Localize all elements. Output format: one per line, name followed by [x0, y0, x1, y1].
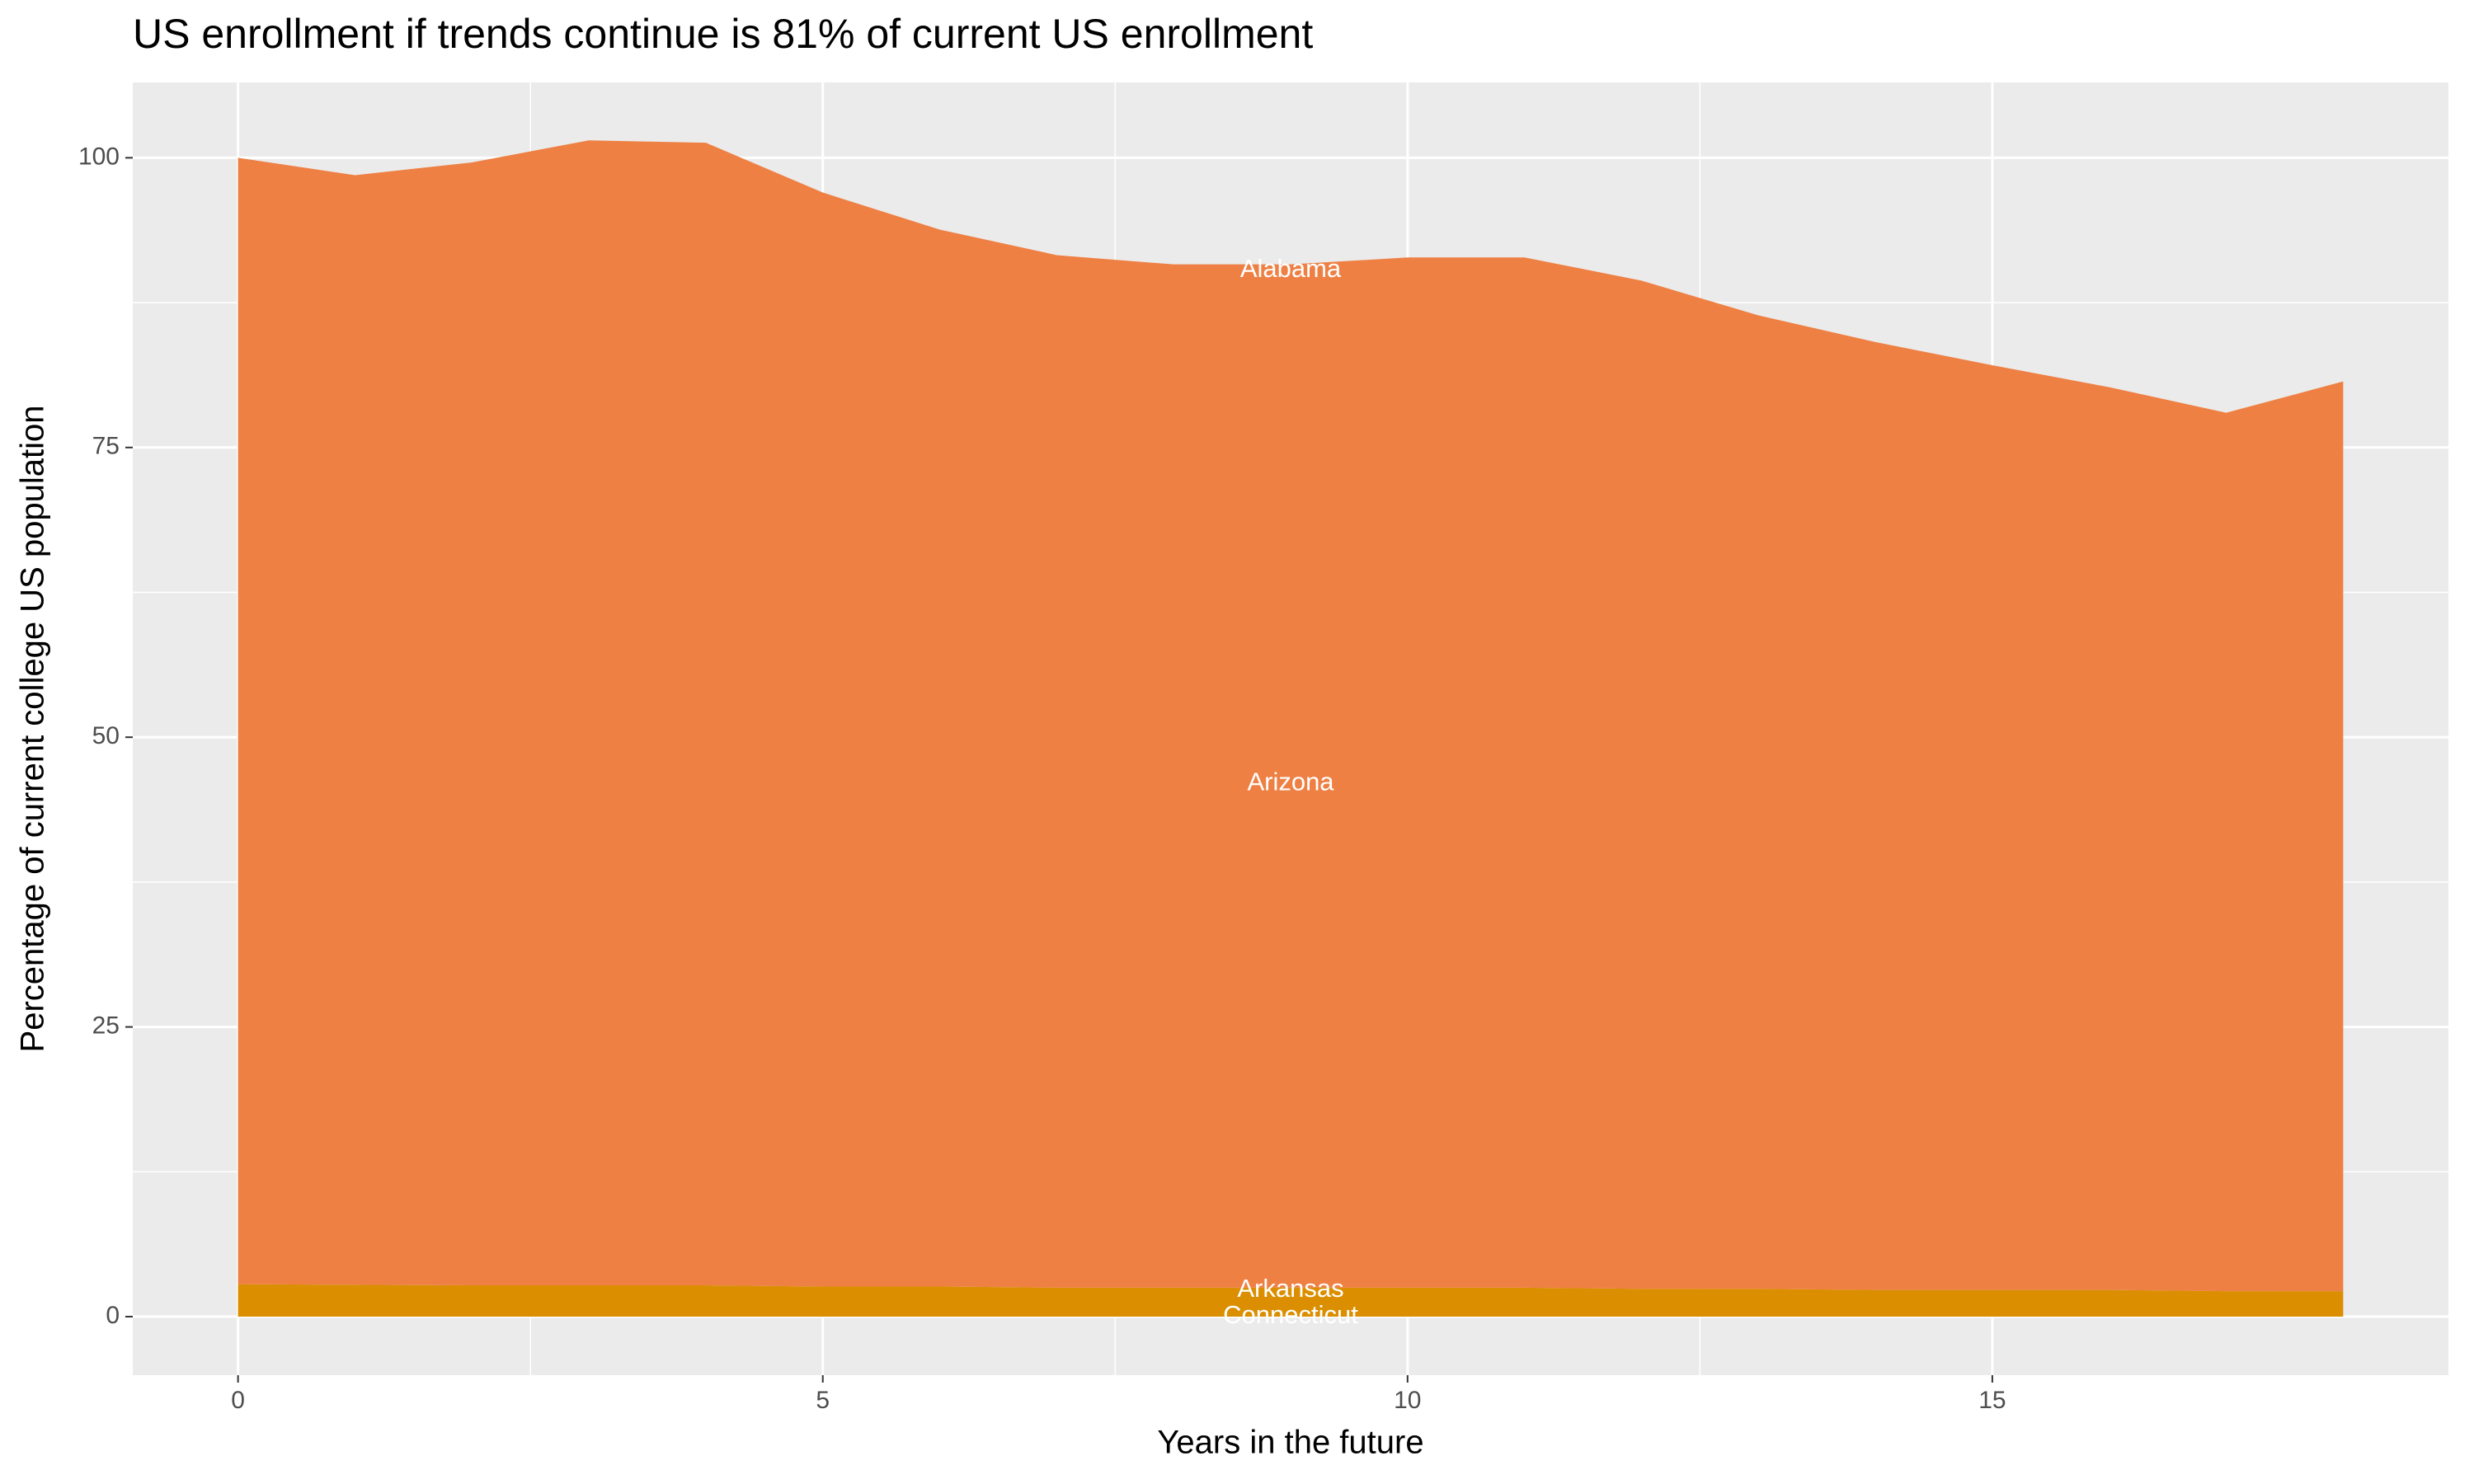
- x-axis-label: Years in the future: [1157, 1425, 1423, 1461]
- area-label: Arkansas: [1237, 1274, 1343, 1303]
- x-tick-label: 10: [1394, 1387, 1421, 1414]
- y-tick-label: 75: [92, 433, 120, 460]
- y-tick-label: 50: [92, 722, 120, 749]
- area: [238, 1284, 2344, 1317]
- x-tick-label: 15: [1978, 1387, 2006, 1414]
- x-tick-label: 0: [231, 1387, 245, 1414]
- area-label: Alabama: [1240, 254, 1342, 283]
- area-label: Connecticut: [1223, 1300, 1358, 1329]
- area: [238, 140, 2344, 1292]
- y-tick-label: 25: [92, 1012, 120, 1040]
- x-tick-label: 5: [816, 1387, 830, 1414]
- y-axis-label: Percentage of current college US populat…: [15, 406, 51, 1053]
- area-label: Arizona: [1247, 768, 1334, 796]
- chart-title: US enrollment if trends continue is 81% …: [133, 11, 1313, 57]
- y-tick-label: 100: [78, 143, 120, 170]
- y-tick-label: 0: [106, 1302, 120, 1329]
